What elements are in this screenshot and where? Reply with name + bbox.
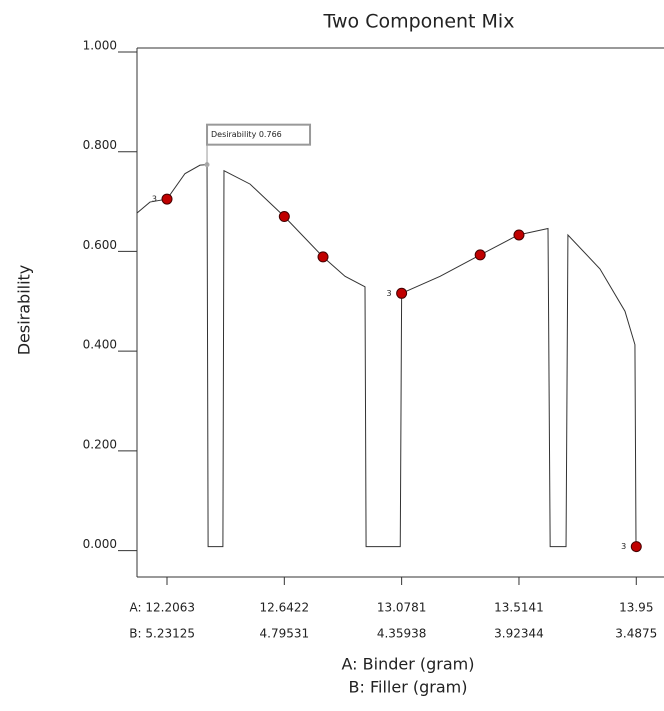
x-tick-label: 12.6422 — [260, 601, 310, 615]
design-point — [475, 250, 485, 260]
x-tick-label: 13.95 — [619, 601, 653, 615]
y-tick-label: 0.000 — [83, 537, 117, 551]
chart: Two Component Mix Desirability A: Binder… — [0, 0, 664, 711]
y-tick-label: 0.800 — [83, 138, 117, 152]
y-tick-label: 0.200 — [83, 437, 117, 451]
point-label: 3 — [152, 195, 157, 204]
design-point — [279, 212, 289, 222]
x-tick-label-b: 3.92344 — [494, 627, 544, 641]
x-tick-label: A: 12.2063 — [130, 601, 195, 615]
chart-title: Two Component Mix — [323, 11, 515, 33]
x-axis-label-2: B: Filler (gram) — [349, 678, 468, 697]
x-tick-label: 13.0781 — [377, 601, 427, 615]
desirability-curve — [137, 165, 636, 547]
design-point — [631, 542, 641, 552]
y-axis-label: Desirability — [15, 265, 34, 356]
point-label: 3 — [387, 289, 392, 298]
y-tick-label: 0.400 — [83, 338, 117, 352]
y-tick-label: 1.000 — [83, 39, 117, 53]
design-point — [397, 288, 407, 298]
design-point — [162, 194, 172, 204]
annotation-text: Desirability 0.766 — [211, 130, 282, 139]
x-tick-label: 13.5141 — [494, 601, 544, 615]
x-tick-label-b: 3.4875 — [615, 627, 657, 641]
design-point — [514, 230, 524, 240]
x-tick-label-b: 4.79531 — [260, 627, 310, 641]
point-label: 3 — [621, 542, 626, 551]
x-tick-label-b: B: 5.23125 — [129, 627, 195, 641]
design-point — [318, 252, 328, 262]
y-tick-label: 0.600 — [83, 238, 117, 252]
x-axis-label: A: Binder (gram) — [342, 655, 475, 674]
x-tick-label-b: 4.35938 — [377, 627, 427, 641]
